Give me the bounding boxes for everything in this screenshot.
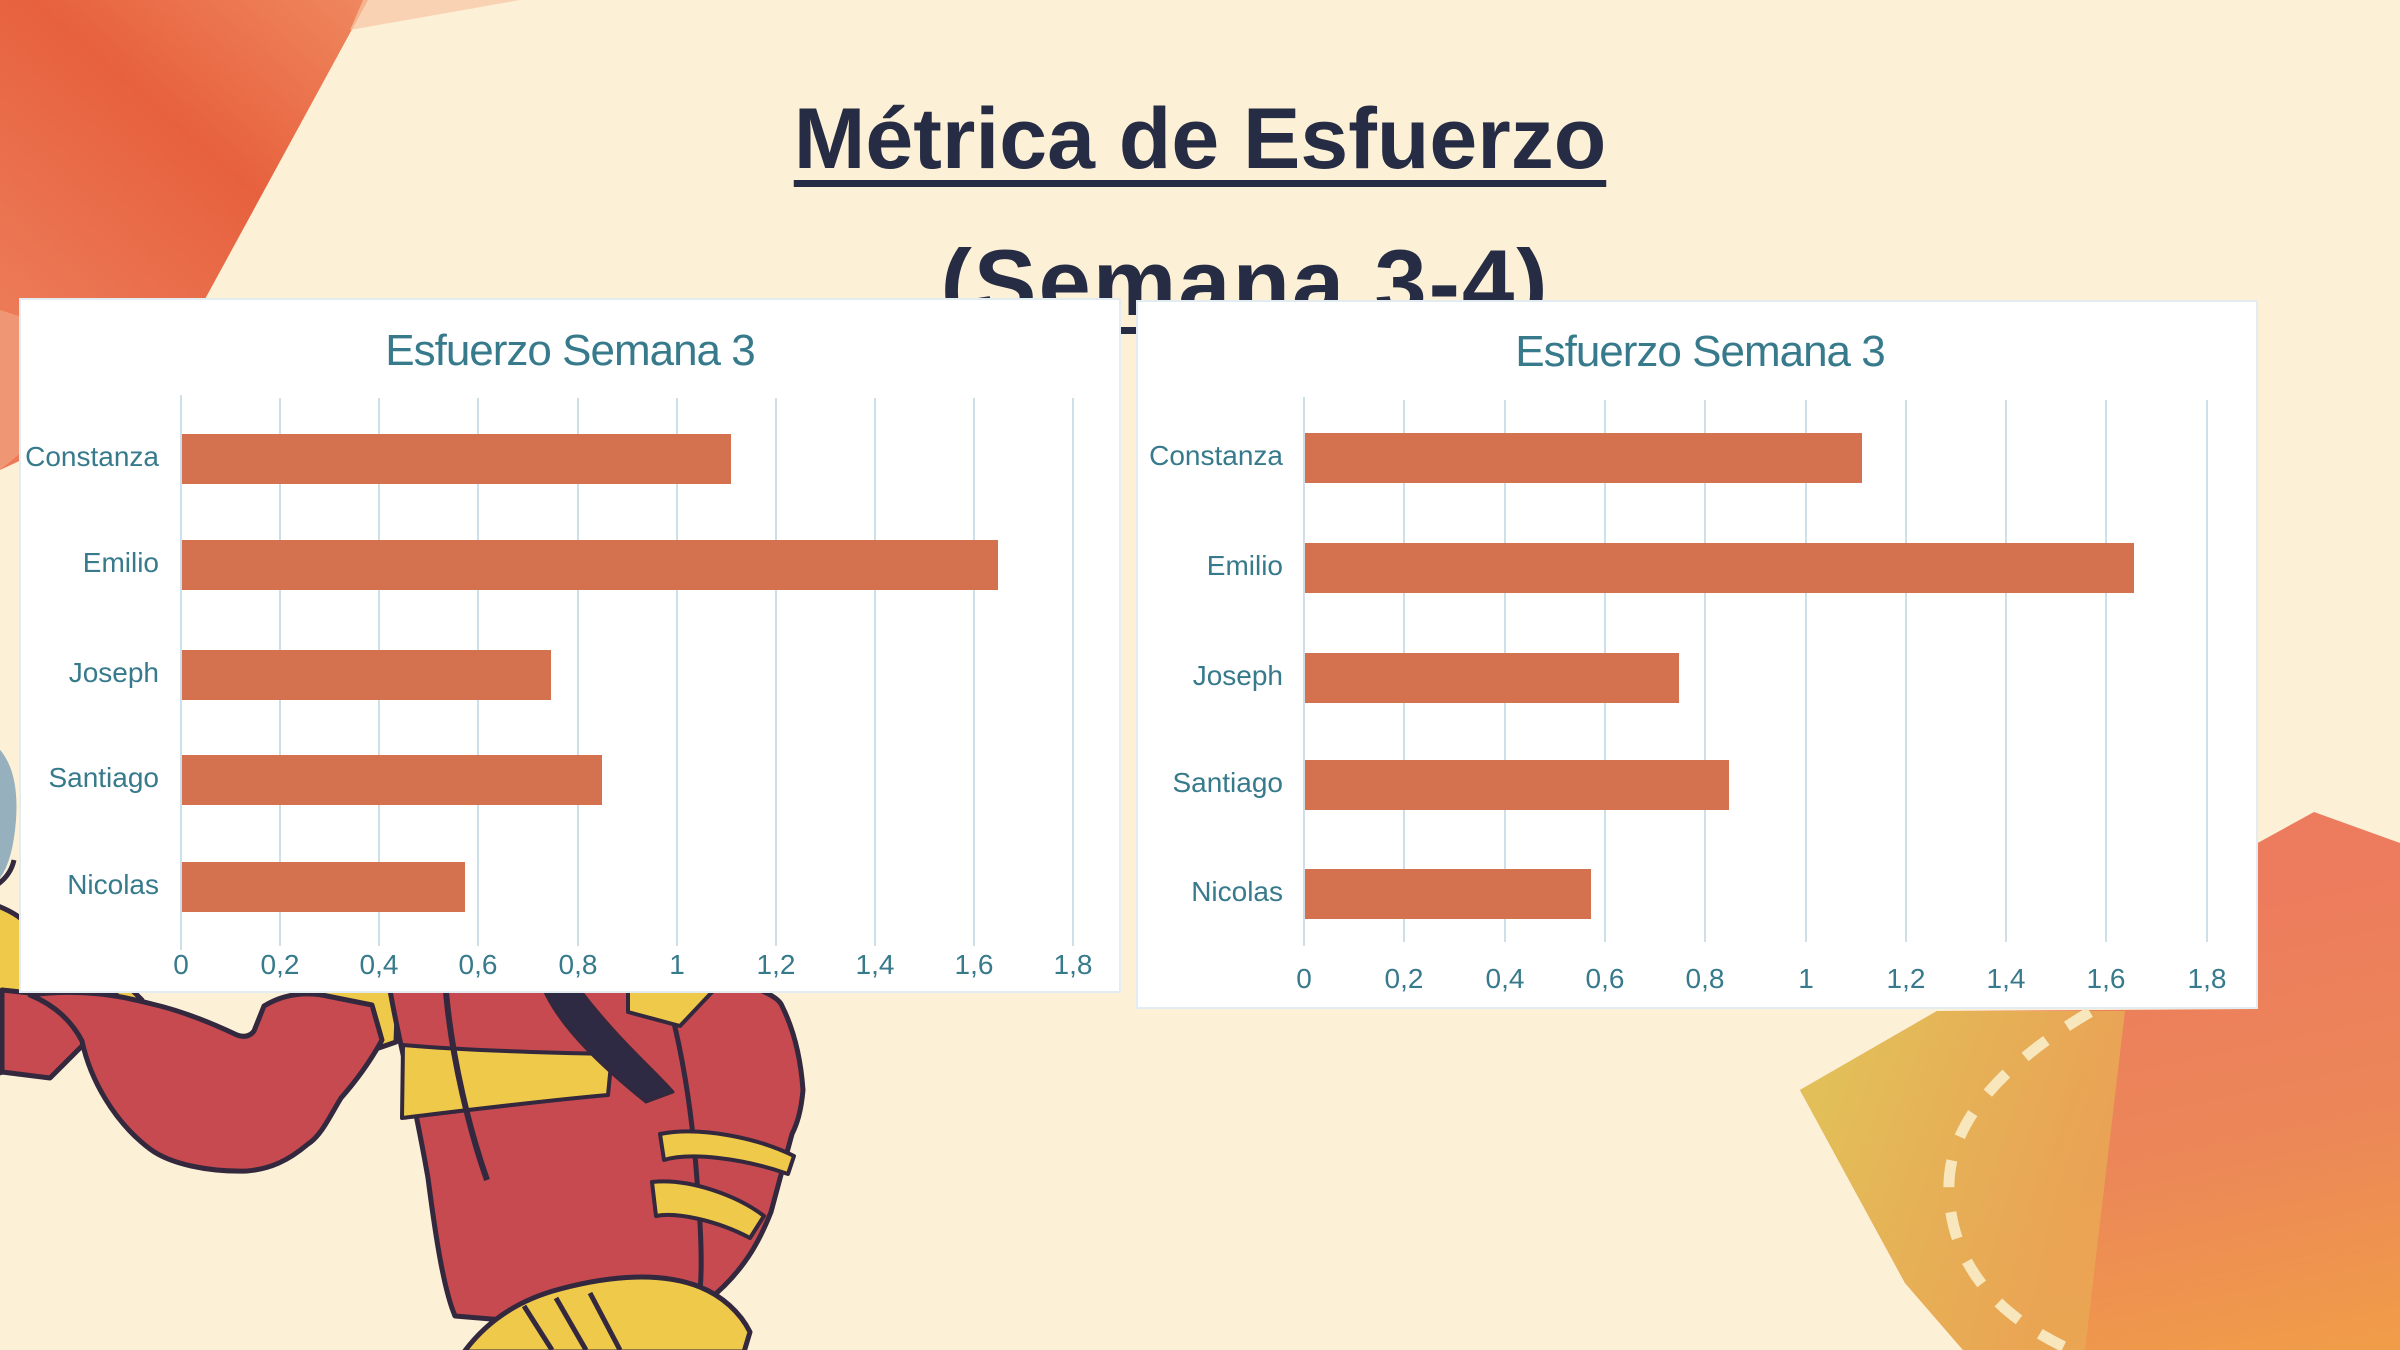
svg-text:Joseph: Joseph: [69, 657, 159, 688]
svg-text:1,4: 1,4: [856, 949, 895, 980]
svg-text:Santiago: Santiago: [1172, 767, 1283, 798]
svg-text:1,8: 1,8: [2188, 963, 2227, 994]
svg-text:0,6: 0,6: [1586, 963, 1625, 994]
svg-text:0,8: 0,8: [559, 949, 598, 980]
svg-text:Emilio: Emilio: [83, 547, 159, 578]
svg-text:Constanza: Constanza: [1149, 440, 1283, 471]
svg-text:Emilio: Emilio: [1207, 550, 1283, 581]
svg-text:0: 0: [173, 949, 189, 980]
svg-text:Nicolas: Nicolas: [67, 869, 159, 900]
svg-text:1,2: 1,2: [1887, 963, 1926, 994]
svg-text:0,4: 0,4: [360, 949, 399, 980]
svg-text:Nicolas: Nicolas: [1191, 876, 1283, 907]
svg-text:Santiago: Santiago: [48, 762, 159, 793]
svg-text:1,6: 1,6: [955, 949, 994, 980]
svg-text:1,4: 1,4: [1987, 963, 2026, 994]
svg-text:Joseph: Joseph: [1193, 660, 1283, 691]
svg-text:0: 0: [1296, 963, 1312, 994]
svg-text:Constanza: Constanza: [25, 441, 159, 472]
svg-text:0,4: 0,4: [1486, 963, 1525, 994]
svg-text:1,8: 1,8: [1054, 949, 1093, 980]
svg-text:0,8: 0,8: [1686, 963, 1725, 994]
svg-text:1,2: 1,2: [757, 949, 796, 980]
svg-text:0,6: 0,6: [459, 949, 498, 980]
svg-text:1: 1: [1798, 963, 1814, 994]
svg-text:0,2: 0,2: [261, 949, 300, 980]
svg-text:Esfuerzo Semana 3: Esfuerzo Semana 3: [385, 326, 754, 375]
svg-text:1,6: 1,6: [2087, 963, 2126, 994]
svg-text:Esfuerzo Semana 3: Esfuerzo Semana 3: [1515, 327, 1884, 376]
svg-text:0,2: 0,2: [1385, 963, 1424, 994]
svg-text:1: 1: [669, 949, 685, 980]
